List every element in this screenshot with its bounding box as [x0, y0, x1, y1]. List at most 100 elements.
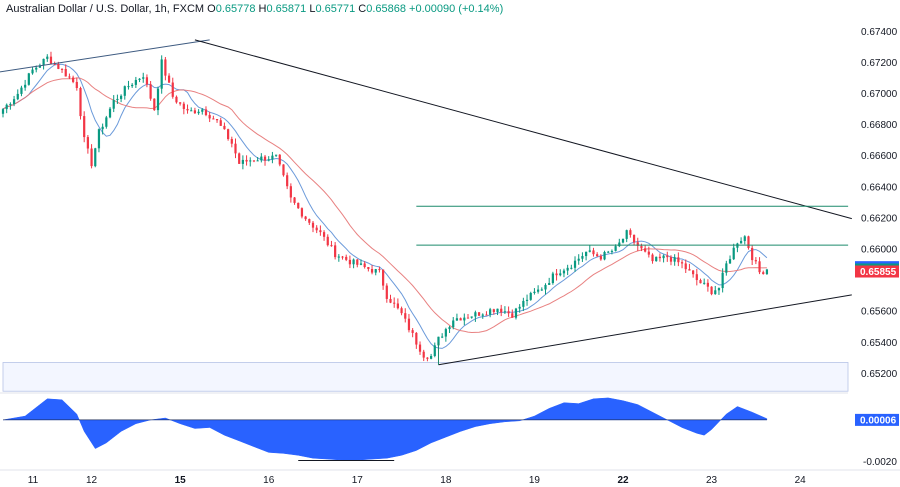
candle [131, 83, 134, 88]
candle-body [267, 159, 270, 161]
candle [186, 104, 189, 114]
candle [599, 254, 602, 261]
candle-body [500, 308, 503, 313]
candle-body [97, 129, 101, 149]
candle [227, 128, 230, 141]
candle [297, 202, 300, 209]
candle [249, 157, 252, 167]
candle [559, 269, 562, 277]
candle-body [765, 269, 769, 274]
price-tick-label: 0.65400 [861, 338, 898, 349]
candle [732, 243, 735, 261]
candle [49, 51, 53, 65]
candle-body [533, 291, 536, 293]
candle-body [223, 125, 226, 130]
candle-body [662, 255, 665, 259]
candle-body [374, 269, 377, 273]
candle-body [153, 98, 156, 111]
candle [94, 147, 97, 168]
candle [551, 271, 554, 285]
candle-body [407, 318, 411, 331]
candle-body [156, 88, 160, 111]
support-zone [2, 362, 849, 392]
candle [537, 285, 540, 294]
candle-body [444, 329, 447, 337]
candle-body [470, 316, 473, 318]
candle-body [134, 79, 137, 85]
candle-body [640, 245, 643, 249]
candle-body [714, 290, 717, 295]
price-tick-label: 0.66600 [861, 151, 898, 162]
candle-body [636, 242, 639, 246]
candle-body [252, 160, 256, 162]
candle-body [618, 242, 621, 247]
candle [190, 107, 193, 112]
candle-body [758, 261, 761, 273]
candle [533, 288, 536, 295]
candle-body [46, 56, 49, 59]
candle-body [400, 308, 403, 314]
upper-trendline-short [0, 39, 210, 73]
candle [747, 235, 750, 250]
candle-body [477, 312, 481, 316]
candle-body [116, 98, 119, 101]
candle-body [274, 154, 278, 156]
candle-body [551, 273, 554, 284]
candle-body [131, 84, 134, 87]
candle-body [1, 109, 5, 114]
candle-body [396, 303, 399, 309]
price-tick-label: 0.66800 [861, 120, 898, 131]
candle-body [260, 156, 263, 161]
candle-body [304, 216, 307, 220]
candle-body [658, 256, 662, 259]
candle [562, 268, 566, 278]
candle-body [319, 230, 322, 233]
candle-body [496, 308, 499, 312]
candle [171, 77, 174, 99]
candle-body [72, 77, 75, 82]
candle [529, 291, 532, 301]
support-zone-rect [2, 362, 849, 392]
candle-body [356, 259, 359, 265]
candle [765, 268, 769, 275]
candle-body [311, 222, 315, 228]
candle-body [548, 283, 551, 285]
candle-body [186, 108, 189, 111]
candle [282, 164, 285, 177]
candle-body [9, 103, 12, 105]
candle-body [415, 332, 418, 345]
candle [334, 242, 337, 260]
candle-body [79, 87, 82, 117]
candle-body [179, 102, 182, 104]
candle-body [60, 68, 64, 70]
candle [374, 268, 377, 276]
candle-body [171, 82, 174, 97]
candle-body [717, 288, 721, 291]
candle-body [555, 273, 558, 276]
candle [621, 238, 625, 244]
high-value: 0.65871 [266, 3, 307, 15]
candle [359, 259, 363, 266]
candle-body [367, 267, 370, 270]
candle [739, 237, 743, 244]
candle-body [382, 269, 385, 286]
candle-body [142, 77, 145, 79]
candle [673, 254, 676, 266]
time-tick-label: 23 [706, 475, 718, 486]
candle-body [282, 164, 285, 176]
candle [492, 308, 495, 315]
candle-body [411, 330, 414, 333]
candle-body [511, 313, 514, 318]
candle [311, 221, 315, 233]
candle [389, 294, 392, 304]
candle-body [215, 118, 219, 121]
candle-body [378, 269, 381, 271]
candle-body [739, 240, 743, 244]
candle [588, 245, 591, 253]
candle-body [559, 273, 562, 276]
candle-body [53, 63, 56, 65]
time-tick-label: 16 [263, 475, 275, 486]
candle [145, 74, 149, 88]
candle [584, 251, 588, 261]
